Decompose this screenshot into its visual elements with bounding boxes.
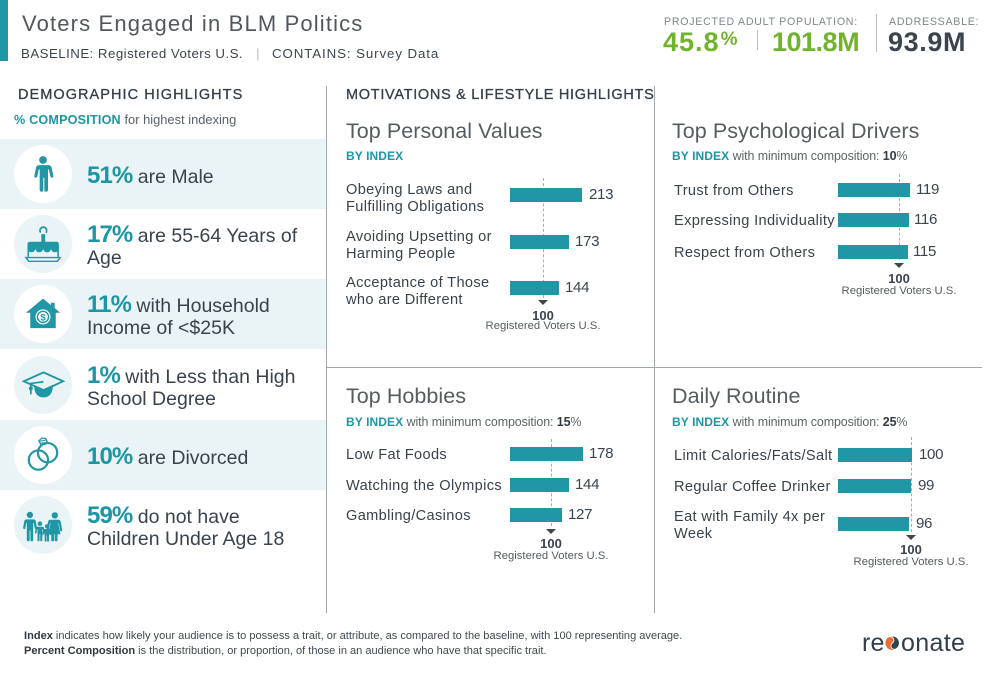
svg-text:onate: onate (901, 629, 965, 657)
svg-text:re: re (862, 629, 885, 657)
svg-text:$: $ (40, 312, 46, 323)
